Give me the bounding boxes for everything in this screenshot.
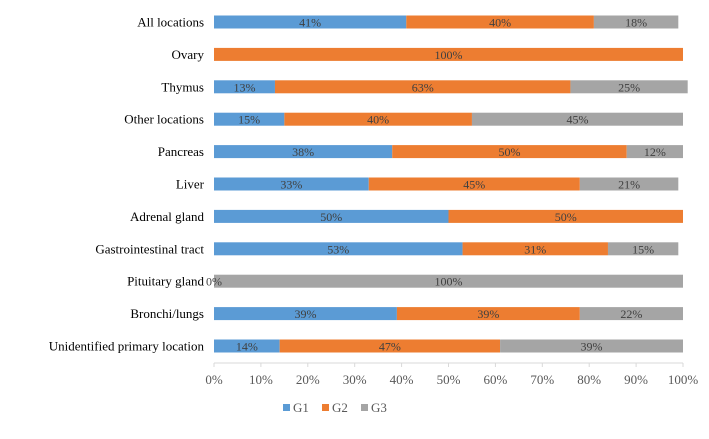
x-tick-label: 40% [390, 372, 414, 387]
legend-label-g2: G2 [332, 400, 348, 415]
data-label-g1-pancreas: 38% [292, 145, 314, 159]
bar-g1-liver [214, 177, 369, 191]
data-label-g2-liver: 45% [463, 178, 485, 192]
category-label-bronchi-lungs: Bronchi/lungs [130, 306, 204, 321]
bar-g2-liver [368, 177, 580, 191]
legend-label-g1: G1 [293, 400, 309, 415]
bar-g1-bronchi-lungs [214, 307, 397, 321]
x-tick-label: 80% [577, 372, 601, 387]
bar-g1-all-locations [214, 15, 407, 29]
data-label-g2-gastrointestinal-tract: 31% [524, 242, 546, 256]
category-label-unidentified-primary-location: Unidentified primary location [49, 339, 205, 354]
data-label-g1-bronchi-lungs: 39% [294, 307, 316, 321]
bar-g3-pituitary-gland [214, 274, 683, 288]
category-label-thymus: Thymus [161, 79, 204, 94]
bar-g1-adrenal-gland [214, 209, 449, 223]
x-tick-label: 100% [668, 372, 699, 387]
bar-g2-unidentified-primary-location [279, 339, 501, 353]
data-label-g1-liver: 33% [280, 178, 302, 192]
bar-g3-thymus [570, 80, 688, 94]
category-label-all-locations: All locations [137, 15, 204, 30]
data-label-g2-all-locations: 40% [489, 16, 511, 30]
bar-area [214, 15, 688, 353]
data-label-g1-thymus: 13% [233, 80, 255, 94]
bar-g2-gastrointestinal-tract [462, 242, 608, 256]
category-label-adrenal-gland: Adrenal gland [130, 209, 205, 224]
bar-g1-unidentified-primary-location [214, 339, 280, 353]
bar-g2-bronchi-lungs [396, 307, 580, 321]
bar-g1-gastrointestinal-tract [214, 242, 463, 256]
data-label-g3-thymus: 25% [618, 80, 640, 94]
legend-swatch-g1 [283, 404, 290, 411]
bar-g2-other-locations [284, 112, 472, 126]
data-label-g3-gastrointestinal-tract: 15% [632, 242, 654, 256]
legend-swatch-g3 [361, 404, 368, 411]
category-label-other-locations: Other locations [124, 112, 204, 127]
data-label-g3-all-locations: 18% [625, 16, 647, 30]
bar-g3-all-locations [593, 15, 679, 29]
data-label-g1-other-locations: 15% [238, 113, 260, 127]
data-label-g3-other-locations: 45% [566, 113, 588, 127]
x-tick-label: 70% [530, 372, 554, 387]
data-label-g3-unidentified-primary-location: 39% [581, 340, 603, 354]
bar-g1-other-locations [214, 112, 285, 126]
legend-swatch-g2 [322, 404, 329, 411]
x-axis-ticks: 0% 10% 20% 30% 40% 50% 60% 70% 80% 90% 100% [205, 363, 698, 387]
data-label-g2-other-locations: 40% [367, 113, 389, 127]
data-label-g2-adrenal-gland: 50% [555, 210, 577, 224]
bar-g2-adrenal-gland [448, 209, 683, 223]
category-labels: All locations Ovary Thymus Other locations P… [49, 15, 205, 354]
x-tick-label: 30% [343, 372, 367, 387]
bar-g3-unidentified-primary-location [500, 339, 683, 353]
x-tick-label: 10% [249, 372, 273, 387]
x-tick-label: 50% [437, 372, 461, 387]
bar-g3-liver [579, 177, 679, 191]
bar-g2-ovary [214, 47, 683, 61]
bar-g3-gastrointestinal-tract [607, 242, 679, 256]
x-tick-label: 90% [624, 372, 648, 387]
data-label-g2-ovary: 100% [435, 48, 463, 62]
data-label-g1-adrenal-gland: 50% [320, 210, 342, 224]
legend: G1 G2 G3 [283, 400, 387, 415]
bar-g2-thymus [274, 80, 571, 94]
category-label-ovary: Ovary [172, 47, 205, 62]
data-label-g3-liver: 21% [618, 178, 640, 192]
data-label-g1-pituitary-gland: 0% [206, 275, 222, 289]
category-label-pituitary-gland: Pituitary gland [127, 274, 204, 289]
data-labels: 41% 40% 18% 100% 13% 63% 25% 15% 40% 45% 38% 50% 12%… [206, 16, 666, 354]
category-label-gastrointestinal-tract: Gastrointestinal tract [95, 241, 204, 256]
category-label-pancreas: Pancreas [158, 144, 204, 159]
bar-g3-pancreas [626, 145, 683, 159]
data-label-g3-bronchi-lungs: 22% [620, 307, 642, 321]
bar-g2-all-locations [406, 15, 594, 29]
x-tick-label: 0% [205, 372, 223, 387]
bar-g3-other-locations [471, 112, 683, 126]
data-label-g3-pituitary-gland: 100% [435, 275, 463, 289]
bar-g1-thymus [214, 80, 275, 94]
bar-g1-pancreas [214, 145, 393, 159]
data-label-g2-pancreas: 50% [498, 145, 520, 159]
x-tick-label: 20% [296, 372, 320, 387]
bar-g3-bronchi-lungs [579, 307, 683, 321]
bar-g2-pancreas [392, 145, 627, 159]
data-label-g1-unidentified-primary-location: 14% [236, 340, 258, 354]
data-label-g2-unidentified-primary-location: 47% [379, 340, 401, 354]
legend-label-g3: G3 [371, 400, 387, 415]
data-label-g2-thymus: 63% [412, 80, 434, 94]
data-label-g3-pancreas: 12% [644, 145, 666, 159]
category-label-liver: Liver [176, 177, 205, 192]
data-label-g1-gastrointestinal-tract: 53% [327, 242, 349, 256]
data-label-g2-bronchi-lungs: 39% [477, 307, 499, 321]
data-label-g1-all-locations: 41% [299, 16, 321, 30]
x-tick-label: 60% [483, 372, 507, 387]
